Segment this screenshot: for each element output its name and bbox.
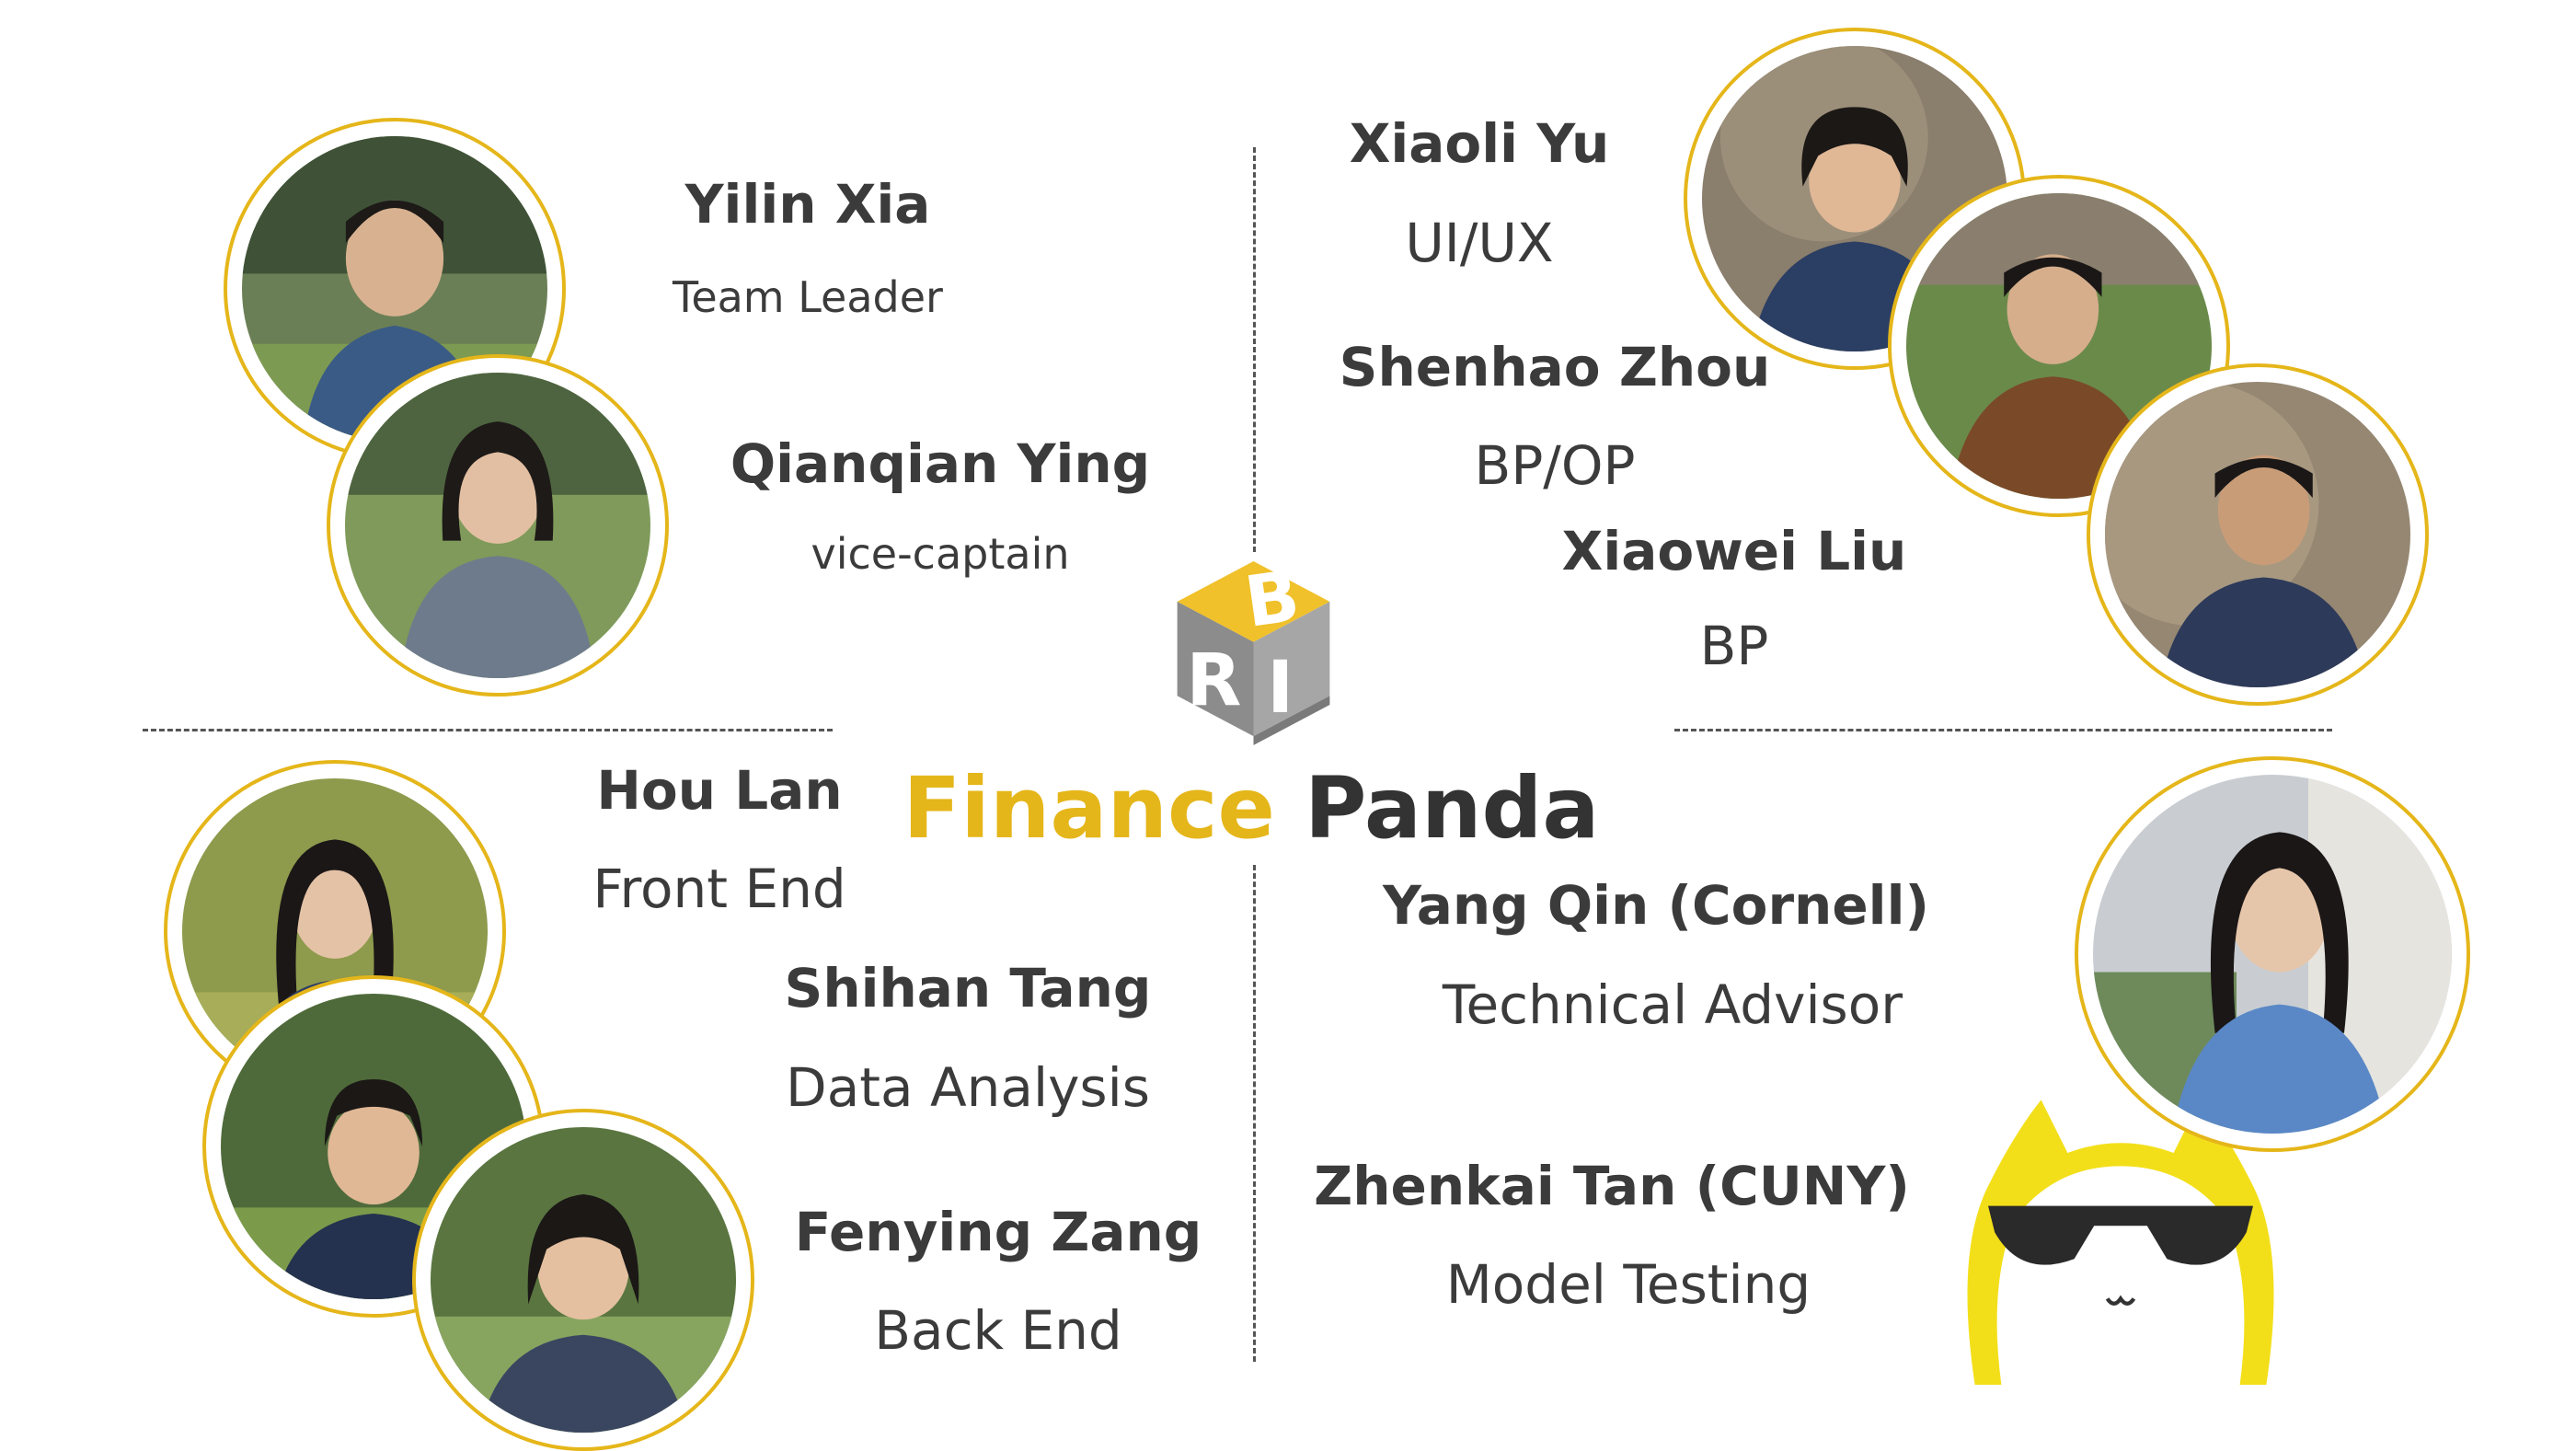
- member-role: Data Analysis: [786, 1056, 1150, 1119]
- avatar-xiaoli-yu: [1684, 28, 2026, 370]
- member-name: Zhenkai Tan (CUNY): [1314, 1155, 1910, 1217]
- member-name: Yang Qin (Cornell): [1383, 874, 1929, 937]
- avatar-fenying-zang: [412, 1109, 754, 1451]
- avatar-yang-qin: [2075, 756, 2470, 1152]
- title-word-finance: Finance: [903, 759, 1275, 858]
- mascot-cat-sunglasses: [1955, 1054, 2286, 1385]
- member-name: Fenying Zang: [794, 1201, 1202, 1263]
- member-role: Team Leader: [673, 272, 943, 322]
- divider-right-horizontal: [1674, 729, 2332, 731]
- member-name: Shihan Tang: [784, 957, 1152, 1019]
- member-role: BP: [1699, 615, 1769, 677]
- avatar-xiaowei-liu: [2087, 363, 2429, 706]
- avatar-qianqian-ying: [327, 354, 669, 697]
- member-name: Xiaoli Yu: [1349, 112, 1610, 175]
- member-role: vice-captain: [811, 529, 1070, 579]
- member-role: BP/OP: [1474, 434, 1636, 497]
- project-title: Finance Panda: [903, 759, 1600, 858]
- bri-logo: B R I: [1164, 552, 1343, 750]
- member-name: Qianqian Ying: [730, 432, 1151, 495]
- member-role: Model Testing: [1445, 1253, 1811, 1316]
- divider-top-vertical: [1253, 147, 1256, 552]
- svg-text:I: I: [1267, 647, 1294, 730]
- member-role: Back End: [874, 1299, 1122, 1362]
- svg-text:R: R: [1186, 639, 1241, 722]
- member-role: Front End: [592, 858, 846, 920]
- member-name: Xiaowei Liu: [1561, 520, 1907, 582]
- member-name: Shenhao Zhou: [1339, 336, 1771, 398]
- member-role: Technical Advisor: [1442, 973, 1903, 1036]
- title-word-panda: Panda: [1304, 759, 1600, 858]
- member-role: UI/UX: [1405, 212, 1554, 274]
- avatar-yilin-xia: [224, 118, 566, 460]
- member-name: Yilin Xia: [684, 173, 931, 236]
- member-name: Hou Lan: [596, 759, 843, 822]
- svg-text:B: B: [1240, 555, 1305, 643]
- divider-left-horizontal: [143, 729, 833, 731]
- divider-bottom-vertical: [1253, 865, 1256, 1362]
